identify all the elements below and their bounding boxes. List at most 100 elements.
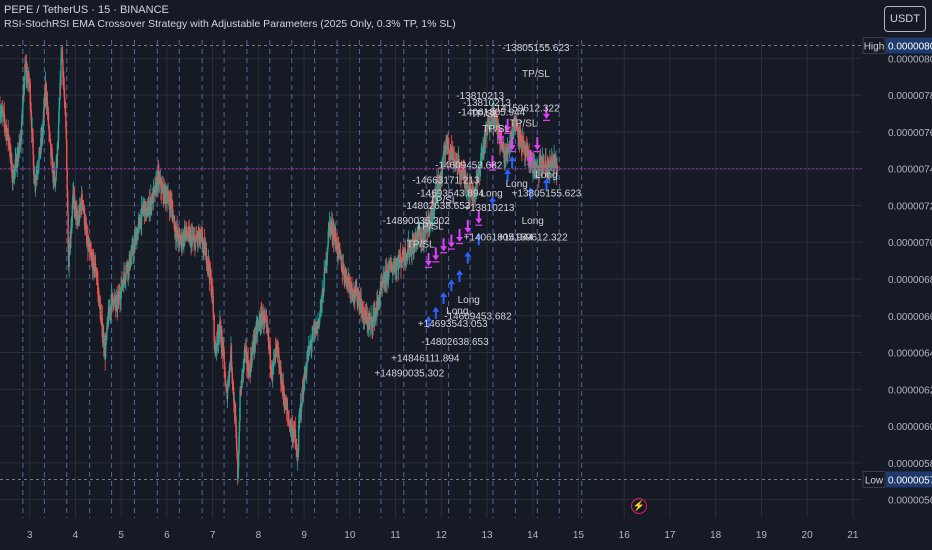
time-axis[interactable]: 3 4 5 6 7 8 9 10 11 12 13 14 15 16 17 18 19 20 21 (27, 530, 859, 541)
candle-body (248, 367, 251, 369)
candle-body (257, 322, 260, 325)
candle-body (57, 140, 59, 143)
candle-body (352, 295, 354, 298)
candle-body (226, 387, 229, 399)
candle-body (42, 119, 44, 130)
candle-body (205, 247, 208, 264)
candle-body (354, 286, 357, 299)
symbol-title[interactable]: PEPE / TetherUS · 15 · BINANCE (4, 4, 169, 16)
candle-body (415, 240, 417, 246)
exit-arrow (475, 210, 483, 224)
candle-body (188, 228, 190, 231)
candle-body (378, 299, 381, 308)
candle-body (370, 317, 373, 320)
currency-button[interactable]: USDT (884, 6, 926, 32)
candle-body (382, 278, 384, 283)
candle-body (2, 112, 4, 115)
candle-body (161, 185, 163, 188)
candle-body (476, 176, 478, 178)
candle-body (369, 320, 372, 323)
candle-body (361, 301, 364, 312)
candle-body (177, 230, 179, 239)
candle-body (47, 111, 50, 126)
candle-body (131, 246, 133, 256)
price-axis[interactable]: 0.00000560 0.00000580 0.00000600 0.00000620… (888, 54, 932, 506)
candle-body (236, 436, 238, 452)
candle-body (188, 230, 190, 233)
candle-body (81, 200, 84, 205)
trade-annotation: -14061805.944 (458, 107, 526, 118)
candle-body (298, 419, 300, 427)
candle-body (388, 262, 391, 266)
candle-body (79, 204, 81, 219)
candle-body (475, 181, 478, 188)
candle-body (484, 132, 487, 144)
candle-body (96, 279, 99, 283)
candle-body (451, 149, 454, 158)
candle-body (390, 265, 393, 271)
long-entry-arrow (424, 315, 432, 328)
candle-body (465, 183, 467, 191)
candle-body (247, 359, 249, 372)
candle-body (276, 343, 278, 345)
candle-body (350, 290, 352, 294)
lightning-icon[interactable]: ⚡ (631, 498, 647, 514)
candle-body (317, 322, 319, 329)
candle-body (199, 229, 201, 241)
candle-body (235, 415, 237, 426)
candle-body (111, 292, 114, 299)
candle-body (118, 293, 121, 299)
candle-body (287, 413, 289, 418)
candle-body (285, 403, 288, 410)
candle-body (254, 334, 256, 343)
candle-body (403, 257, 405, 260)
candle-body (417, 227, 420, 235)
candle-body (199, 238, 201, 241)
candle-body (351, 290, 354, 296)
strategy-title[interactable]: RSI-StochRSI EMA Crossover Strategy with… (4, 18, 456, 30)
candle-body (492, 111, 494, 125)
candle-body (230, 345, 233, 367)
candle-body (39, 149, 42, 156)
candle-body (242, 361, 245, 374)
candle-body (146, 206, 149, 217)
candle-body (439, 182, 441, 189)
candle-body (495, 115, 498, 122)
candle-body (32, 154, 35, 175)
candle-body (0, 113, 2, 115)
candle-body (257, 324, 259, 328)
candle-body (189, 234, 191, 243)
candle-body (105, 335, 107, 346)
candle-body (537, 165, 539, 172)
candle-body (294, 427, 296, 430)
candle-body (467, 190, 470, 194)
candle-body (130, 255, 133, 258)
candle-body (133, 243, 135, 254)
candle-body (35, 172, 38, 175)
trade-annotation: +14693543.053 (418, 319, 488, 330)
candle-body (228, 365, 231, 378)
candle-body (77, 222, 79, 224)
candle-body (85, 223, 87, 227)
candle-body (398, 259, 401, 264)
candle-body (276, 344, 279, 351)
candle-body (342, 272, 344, 274)
candle-body (129, 264, 132, 267)
candle-body (236, 451, 238, 459)
candle-body (323, 268, 326, 273)
candle-body (185, 227, 188, 235)
candle-body (34, 179, 37, 184)
candle-body (213, 315, 215, 342)
candle-body (134, 236, 137, 245)
long-entry-arrow (447, 279, 455, 292)
candle-body (491, 108, 494, 112)
candle-body (61, 48, 64, 61)
candle-body (208, 258, 210, 269)
candle-body (496, 124, 499, 133)
candle-body (545, 164, 548, 169)
candle-body (408, 252, 411, 256)
candle-body (518, 126, 520, 140)
candle-body (356, 287, 358, 304)
candle-body (426, 223, 428, 228)
